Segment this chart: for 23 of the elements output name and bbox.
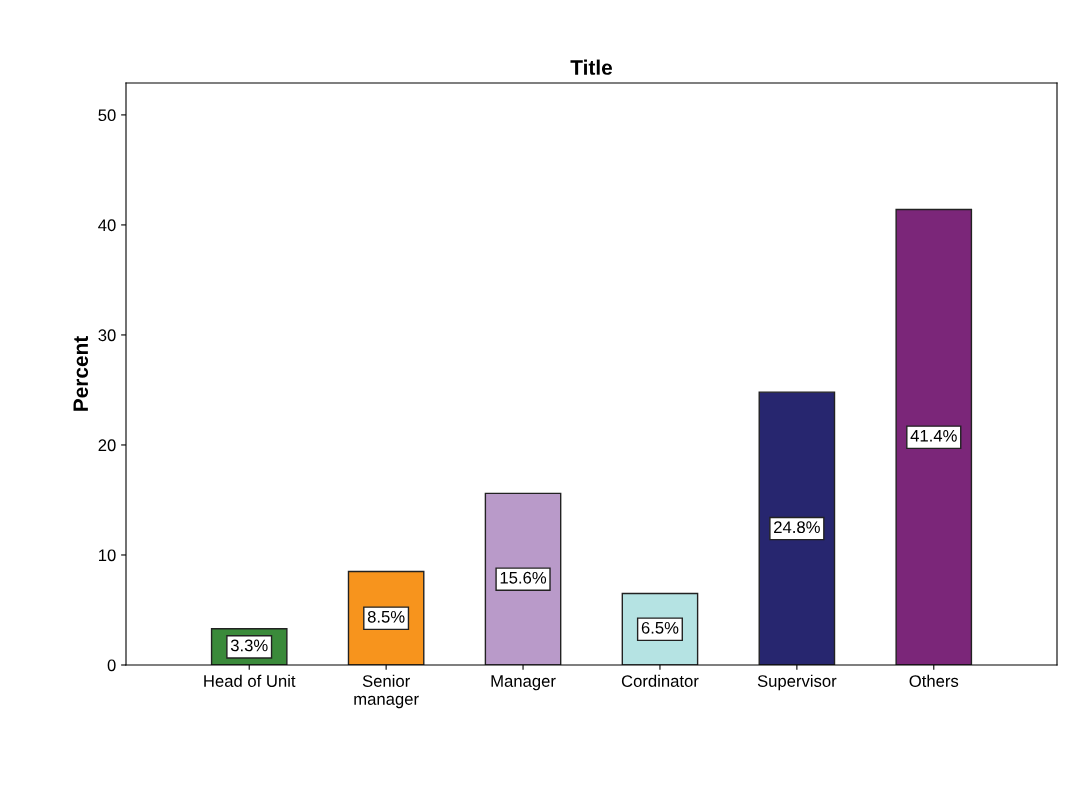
x-tick-label: Head of Unit [204, 674, 296, 687]
data-label: 15.6% [500, 571, 547, 584]
chart-title: Title [570, 59, 613, 75]
bar [484, 492, 562, 665]
y-tick-label: 30 [98, 329, 116, 342]
data-label: 8.5% [367, 610, 405, 623]
y-tick-label: 10 [99, 549, 116, 562]
y-tick-label: 0 [107, 659, 116, 672]
x-tick-label: Cordinator [621, 674, 699, 687]
data-label: 3.3% [230, 639, 268, 652]
x-tick-label: Supervisor [757, 674, 837, 691]
data-label: 41.4% [910, 430, 957, 442]
x-tick-label: Senior manager [354, 674, 419, 709]
y-axis-title: Percent [73, 336, 89, 411]
data-label: 24.8% [774, 521, 820, 534]
bar [895, 208, 973, 665]
x-tick-label: Manager [491, 675, 556, 691]
y-tick-label: 20 [98, 439, 116, 452]
y-tick-label: 40 [98, 219, 116, 232]
x-tick-label: Others [909, 674, 959, 687]
data-label: 6.5% [641, 621, 679, 634]
y-tick-label: 50 [98, 109, 116, 122]
bar [758, 391, 836, 665]
